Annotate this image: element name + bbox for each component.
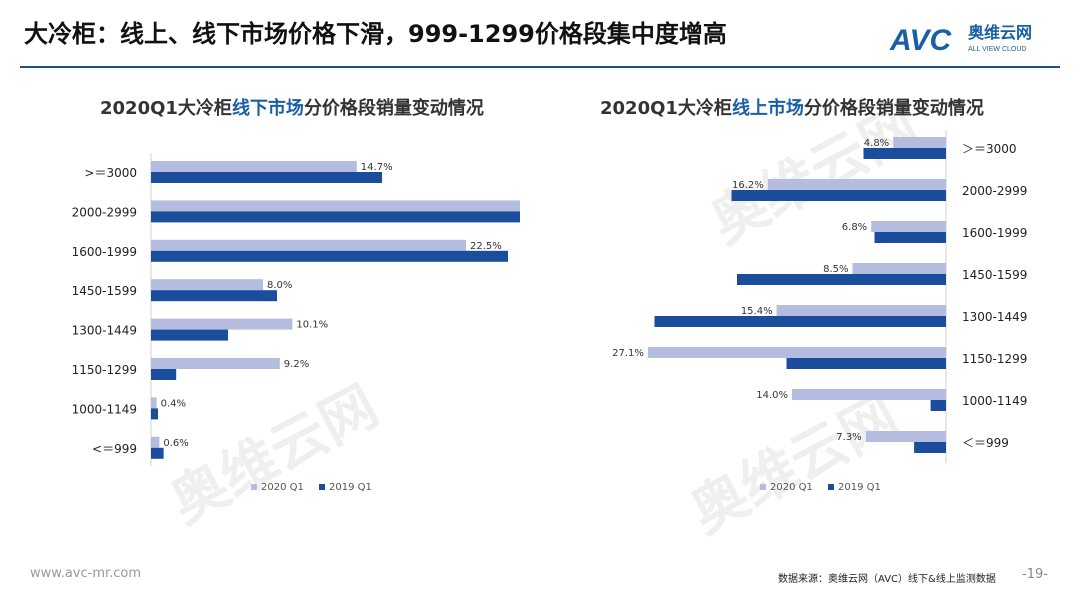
data-label-2020-q1: 22.5% [470,241,502,252]
legend-swatch-2020-q1 [251,484,257,490]
bar-2020-q1 [151,161,357,172]
bar-2020-q1 [151,279,263,291]
page-number: -19- [1022,567,1048,582]
bar-2019-q1 [731,190,946,201]
bar-2019-q1 [654,316,946,327]
legend-label-2020-q1: 2020 Q1 [261,482,304,493]
category-label: 1450-1599 [72,284,137,298]
data-label-2020-q1: 9.2% [284,359,309,370]
footer-url[interactable]: www.avc-mr.com [30,566,142,581]
page-title: 大冷柜：线上、线下市场价格下滑，999-1299价格段集中度增高 [24,20,727,48]
bar-2020-q1 [865,431,946,442]
bar-2020-q1 [151,200,520,212]
category-label: 1300-1449 [72,324,137,338]
category-label: 1150-1299 [962,352,1027,366]
legend-label-2019-q1: 2019 Q1 [329,482,372,493]
bar-2020-q1 [852,263,946,274]
data-label-2020-q1: 7.3% [836,432,861,443]
data-source: 数据来源：奥维云网（AVC）线下&线上监测数据 [778,574,996,585]
bar-2019-q1 [151,290,277,302]
data-label-2020-q1: 8.0% [267,280,292,291]
legend-label-2019-q1: 2019 Q1 [838,482,881,493]
logo-brand-en: ALL VIEW CLOUD [968,46,1026,53]
legend-swatch-2019-q1 [319,484,325,490]
data-label-2020-q1: 0.6% [163,438,188,449]
data-label-2020-q1: 16.2% [732,180,764,191]
bar-2020-q1 [767,179,946,190]
category-label: 1000-1149 [72,402,137,416]
bar-2019-q1 [151,329,228,341]
category-label: 1300-1449 [962,310,1027,324]
data-label-2020-q1: 8.5% [823,264,848,275]
bar-2019-q1 [151,211,520,223]
legend-swatch-2019-q1 [828,484,834,490]
bar-2019-q1 [874,232,946,243]
data-label-2020-q1: 27.1% [612,348,644,359]
bar-2019-q1 [151,447,164,459]
bar-2020-q1 [893,137,946,148]
category-label: 1150-1299 [72,363,137,377]
data-label-2020-q1: 15.4% [741,306,773,317]
bar-2019-q1 [930,400,946,411]
category-label: 1600-1999 [72,245,137,259]
title-divider [20,66,1060,68]
online-chart: ＞＝3000 4.8% 2000-2999 16.2% 1600-1999 6.8% 145… [612,130,1027,493]
category-label: 2000-2999 [962,184,1027,198]
bar-2019-q1 [863,148,946,159]
bar-2020-q1 [647,347,946,358]
bar-2020-q1 [151,358,280,369]
category-label: 1000-1149 [962,394,1027,408]
left-chart-title: 2020Q1大冷柜线下市场分价格段销量变动情况 [100,98,484,119]
offline-chart: >＝300014.7%2000-299934.5%1600-199922.5%1… [72,153,520,493]
bar-2019-q1 [151,408,158,420]
bar-2019-q1 [786,358,946,369]
legend-label-2020-q1: 2020 Q1 [770,482,813,493]
bar-2019-q1 [737,274,946,285]
bar-2020-q1 [792,389,946,400]
data-label-2020-q1: 14.7% [361,162,393,173]
bar-2020-q1 [151,436,160,448]
category-label: <＝999 [92,442,137,456]
bar-2020-q1 [151,397,157,409]
bar-2020-q1 [151,318,293,330]
bar-2019-q1 [914,442,946,453]
bar-2020-q1 [151,239,466,251]
data-label-2020-q1: 14.0% [756,390,788,401]
logo-brand-cn: 奥维云网 [968,23,1032,42]
data-label-2020-q1: 4.8% [864,138,889,149]
bar-2020-q1 [871,221,946,232]
bar-2020-q1 [776,305,946,316]
category-label: 2000-2999 [72,205,137,219]
legend-swatch-2020-q1 [760,484,766,490]
right-chart-title: 2020Q1大冷柜线上市场分价格段销量变动情况 [600,98,984,119]
category-label: 1450-1599 [962,268,1027,282]
logo-mark: AVC [889,24,952,56]
bar-2019-q1 [151,172,382,183]
category-label: ＜＝999 [962,436,1009,450]
avc-logo: AVC 奥维云网 ALL VIEW CLOUD [889,23,1032,56]
category-label: >＝3000 [84,166,137,180]
category-label: 1600-1999 [962,226,1027,240]
category-label: ＞＝3000 [962,142,1017,156]
bar-2019-q1 [151,369,177,380]
data-label-2020-q1: 0.4% [161,398,186,409]
data-label-2020-q1: 6.8% [842,222,867,233]
bar-2019-q1 [151,250,508,262]
data-label-2020-q1: 10.1% [296,320,328,331]
